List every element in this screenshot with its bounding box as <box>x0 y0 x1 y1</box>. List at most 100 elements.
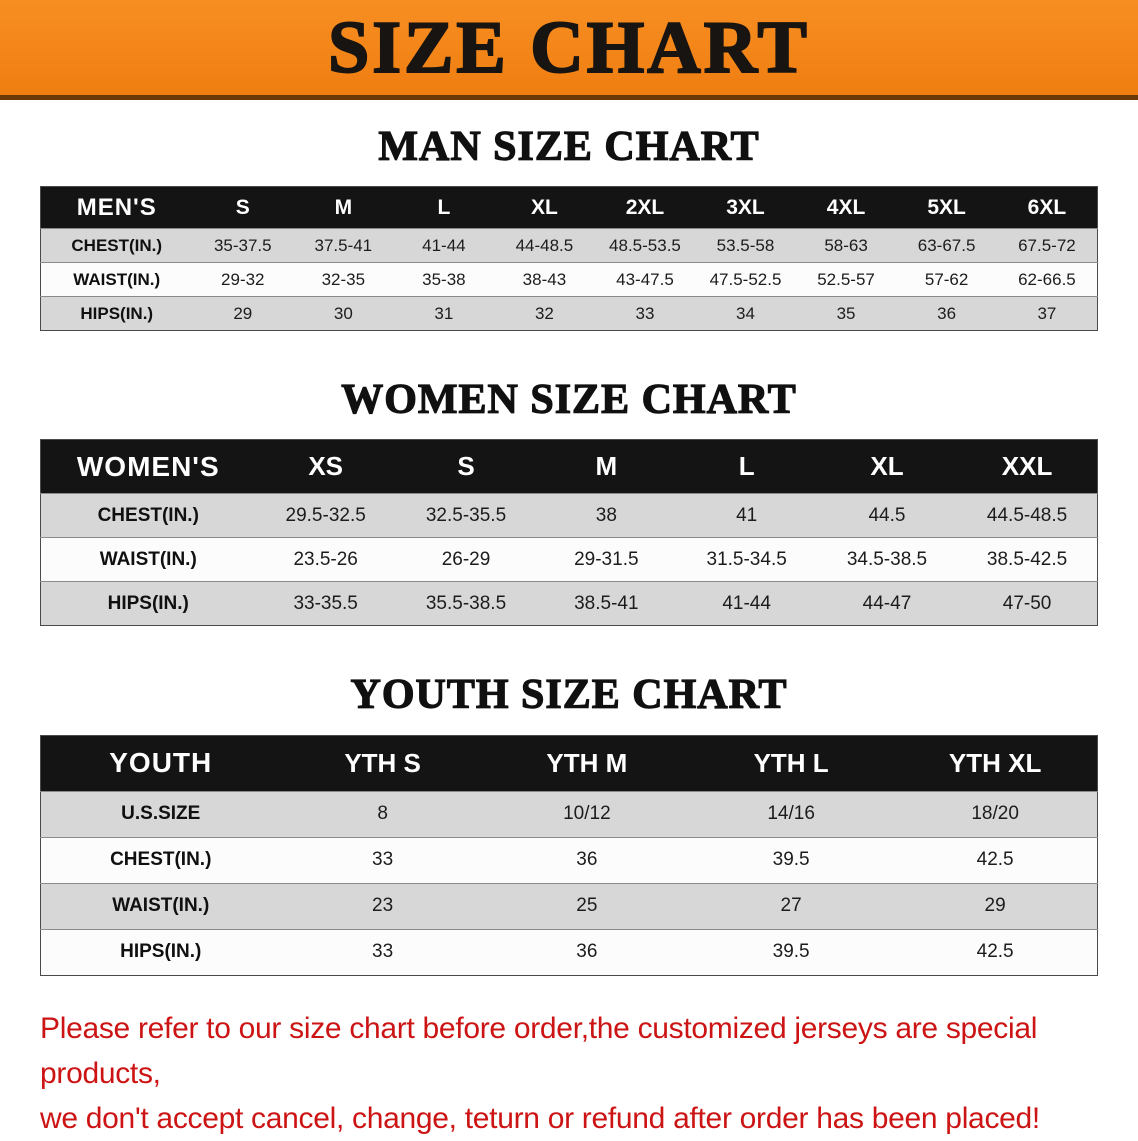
size-column-header: L <box>676 439 817 494</box>
table-header-row: WOMEN'S XS S M L XL XXL <box>40 439 1098 494</box>
size-column-header: 4XL <box>795 186 897 229</box>
size-value-cell: 33 <box>635 303 655 323</box>
size-value-cell: 47-50 <box>1002 592 1052 614</box>
size-section-youth: YOUTH SIZE CHART YOUTH YTH S YTH M YTH L YTH … <box>0 672 1138 976</box>
size-value-cell: 44-48.5 <box>515 235 574 255</box>
row-label: U.S.SIZE <box>121 803 201 825</box>
table-row: CHEST(IN.) 35-37.5 37.5-41 41-44 44-48.5 48.5… <box>40 228 1098 263</box>
size-value-cell: 38-43 <box>522 269 567 289</box>
size-value-cell: 35.5-38.5 <box>425 592 507 614</box>
size-column-header: S <box>192 186 294 229</box>
size-value-cell: 23.5-26 <box>293 548 358 570</box>
size-value-cell: 38.5-41 <box>574 592 639 614</box>
size-value-cell: 36 <box>937 303 957 323</box>
size-value-cell: 48.5-53.5 <box>609 235 681 255</box>
row-label: CHEST(IN.) <box>110 849 212 871</box>
size-value-cell: 42.5 <box>976 941 1014 963</box>
size-value-cell: 33-35.5 <box>293 592 358 614</box>
table-title-cell: MEN'S <box>40 186 193 229</box>
table-head-women: WOMEN'S XS S M L XL XXL <box>40 439 1098 494</box>
size-value-cell: 33 <box>372 941 394 963</box>
table-body-men: CHEST(IN.) 35-37.5 37.5-41 41-44 44-48.5 48.5… <box>40 228 1098 331</box>
disclaimer-line-2: we don't accept cancel, change, teturn o… <box>40 1101 1040 1135</box>
size-value-cell: 27 <box>780 895 802 917</box>
size-table-women: WOMEN'S XS S M L XL XXL CHEST(IN.) 29.5-32.5 32.5… <box>40 439 1098 627</box>
size-chart-sections: MAN SIZE CHART MEN'S S M L XL 2XL 3XL 4XL 5XL 6XL C… <box>0 123 1138 976</box>
table-row: HIPS(IN.) 33 36 39.5 42.5 <box>40 929 1098 976</box>
size-value-cell: 29 <box>233 303 253 323</box>
size-value-cell: 32.5-35.5 <box>425 504 507 526</box>
size-column-header: YTH L <box>689 735 894 792</box>
size-value-cell: 67.5-72 <box>1018 235 1076 255</box>
table-row: CHEST(IN.) 29.5-32.5 32.5-35.5 38 41 44.5 44.5… <box>40 493 1098 538</box>
size-value-cell: 41 <box>736 504 758 526</box>
size-value-cell: 57-62 <box>924 269 969 289</box>
size-value-cell: 62-66.5 <box>1018 269 1076 289</box>
size-column-header: L <box>393 186 495 229</box>
size-value-cell: 29-32 <box>221 269 265 289</box>
row-label: CHEST(IN.) <box>71 235 163 255</box>
size-column-header: M <box>536 439 677 494</box>
table-row: HIPS(IN.) 33-35.5 35.5-38.5 38.5-41 41-44 44-… <box>40 581 1098 626</box>
size-value-cell: 31.5-34.5 <box>706 548 787 570</box>
size-column-header: 5XL <box>896 186 997 229</box>
table-row: WAIST(IN.) 23.5-26 26-29 29-31.5 31.5-34.5 34… <box>40 537 1098 582</box>
size-column-header: 2XL <box>594 186 696 229</box>
size-value-cell: 41-44 <box>422 235 466 255</box>
size-value-cell: 63-67.5 <box>917 235 976 255</box>
size-value-cell: 26-29 <box>441 548 491 570</box>
page-title: SIZE CHART <box>327 6 810 89</box>
size-value-cell: 32-35 <box>321 269 366 289</box>
size-value-cell: 18/20 <box>971 803 1019 825</box>
table-header-row: YOUTH YTH S YTH M YTH L YTH XL <box>40 735 1098 792</box>
banner: SIZE CHART <box>0 0 1138 100</box>
section-heading-men: MAN SIZE CHART <box>378 123 760 170</box>
size-value-cell: 41-44 <box>722 592 771 614</box>
size-column-header: XL <box>816 439 958 494</box>
table-head-youth: YOUTH YTH S YTH M YTH L YTH XL <box>40 735 1098 792</box>
size-value-cell: 37 <box>1037 303 1057 323</box>
table-row: WAIST(IN.) 29-32 32-35 35-38 38-43 43-47.5 47.… <box>40 262 1098 297</box>
size-column-header: S <box>395 439 537 494</box>
size-value-cell: 36 <box>576 849 598 871</box>
table-title-cell: WOMEN'S <box>40 439 256 494</box>
size-value-cell: 33 <box>372 849 394 871</box>
table-row: CHEST(IN.) 33 36 39.5 42.5 <box>40 837 1098 884</box>
size-value-cell: 29 <box>984 895 1006 917</box>
size-column-header: XXL <box>957 439 1098 494</box>
size-value-cell: 44.5 <box>868 504 906 526</box>
row-label: HIPS(IN.) <box>107 592 189 614</box>
size-value-cell: 32 <box>534 303 554 323</box>
size-value-cell: 53.5-58 <box>716 235 775 255</box>
table-row: U.S.SIZE 8 10/12 14/16 18/20 <box>40 791 1098 838</box>
row-label: HIPS(IN.) <box>120 941 202 963</box>
row-label: WAIST(IN.) <box>112 895 210 917</box>
size-value-cell: 10/12 <box>563 803 611 825</box>
size-column-header: XL <box>494 186 595 229</box>
size-section-women: WOMEN SIZE CHART WOMEN'S XS S M L XL XXL CHEST(I… <box>0 377 1138 627</box>
table-head-men: MEN'S S M L XL 2XL 3XL 4XL 5XL 6XL <box>40 186 1098 229</box>
table-row: WAIST(IN.) 23 25 27 29 <box>40 883 1098 930</box>
size-column-header: YTH M <box>484 735 689 792</box>
size-value-cell: 47.5-52.5 <box>709 269 782 289</box>
size-table-men: MEN'S S M L XL 2XL 3XL 4XL 5XL 6XL CHEST(IN.) 35-37… <box>40 186 1098 332</box>
size-value-cell: 44-47 <box>862 592 912 614</box>
size-column-header: 3XL <box>695 186 796 229</box>
size-value-cell: 35-38 <box>422 269 466 289</box>
size-value-cell: 38 <box>595 504 617 526</box>
row-label: HIPS(IN.) <box>80 303 154 323</box>
disclaimer: Please refer to our size chart before or… <box>40 1006 1108 1141</box>
size-value-cell: 35 <box>836 303 856 323</box>
size-value-cell: 38.5-42.5 <box>986 548 1068 570</box>
row-label: WAIST(IN.) <box>99 548 197 570</box>
size-value-cell: 8 <box>377 803 388 825</box>
section-heading-women: WOMEN SIZE CHART <box>341 377 797 424</box>
size-column-header: M <box>293 186 394 229</box>
disclaimer-line-1: Please refer to our size chart before or… <box>40 1011 1038 1090</box>
table-row: HIPS(IN.) 29 30 31 32 33 34 35 36 37 <box>40 296 1098 331</box>
size-column-header: YTH S <box>280 735 485 792</box>
size-value-cell: 34.5-38.5 <box>846 548 928 570</box>
row-label: CHEST(IN.) <box>97 504 199 526</box>
size-value-cell: 29.5-32.5 <box>285 504 366 526</box>
